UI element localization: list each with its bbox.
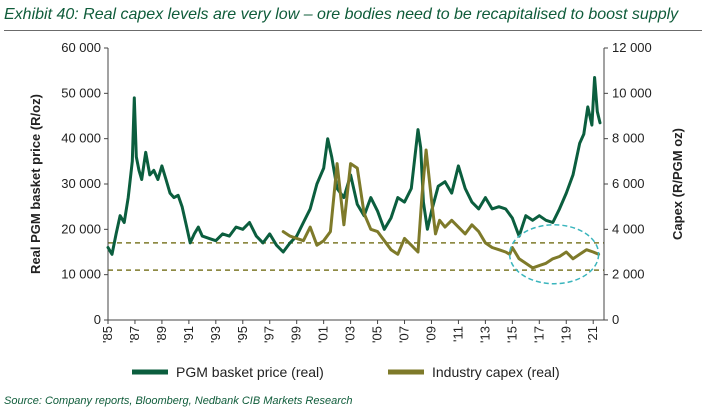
x-tick-label: '95 [235,326,250,343]
y-axis-label: Real PGM basket price (R/oz) [28,94,43,274]
legend-label-1: Industry capex (real) [432,364,560,380]
x-tick-label: '19 [558,326,573,343]
legend-label-0: PGM basket price (real) [176,364,324,380]
chart-title: Exhibit 40: Real capex levels are very l… [4,4,702,31]
legend: PGM basket price (real) Industry capex (r… [132,364,560,380]
y2-tick-label: 6 000 [612,176,645,191]
x-tick-label: '21 [585,326,600,343]
source-note: Source: Company reports, Bloomberg, Nedb… [4,395,353,407]
y-tick-label: 0 [94,312,101,327]
y-tick-label: 30 000 [61,176,101,191]
x-tick-label: '89 [154,326,169,343]
x-tick-label: '85 [100,326,115,343]
x-tick-label: '93 [208,326,223,343]
axes: 0 10 000 20 000 30 000 40 000 50 000 60 000 0 2 … [28,40,685,343]
x-tick-label: '17 [531,326,546,343]
highlight-ellipse [508,224,600,285]
x-tick-label: '07 [397,326,412,343]
y2-tick-label: 12 000 [612,40,652,55]
x-tick-label: '11 [450,326,465,342]
x-tick-label: '99 [289,326,304,343]
y-tick-label: 40 000 [61,131,101,146]
x-tick-label: '91 [181,326,196,343]
x-tick-label: '05 [370,326,385,343]
y-tick-label: 10 000 [61,267,101,282]
x-tick-label: '01 [316,326,331,343]
y-tick-label: 50 000 [61,85,101,100]
y2-tick-label: 10 000 [612,85,652,100]
x-tick-label: '03 [343,326,358,343]
x-tick-label: '13 [477,326,492,343]
y-tick-label: 60 000 [61,40,101,55]
x-tick-label: '97 [262,326,277,343]
x-tick-label: '87 [127,326,142,343]
y2-tick-label: 0 [612,312,619,327]
series-lines [106,76,602,270]
x-tick-label: '09 [423,326,438,343]
y2-tick-label: 4 000 [612,221,645,236]
annotations [508,224,600,285]
x-tick-label: '15 [504,326,519,343]
series-line-industry-capex [281,148,601,270]
y2-tick-label: 2 000 [612,267,645,282]
y2-tick-label: 8 000 [612,131,645,146]
y-tick-label: 20 000 [61,221,101,236]
y2-axis-label: Capex (R/PGM oz) [670,128,685,240]
